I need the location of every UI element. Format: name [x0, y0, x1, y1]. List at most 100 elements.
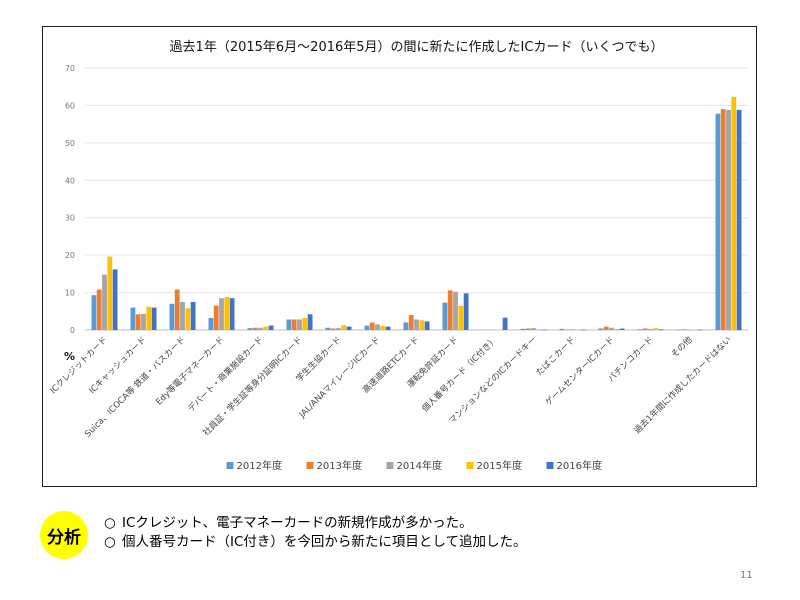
bar — [648, 328, 653, 330]
bar — [96, 289, 102, 330]
bar — [520, 328, 526, 330]
bar — [658, 329, 664, 330]
legend-label: 2014年度 — [397, 459, 442, 472]
x-tick-label: JAL/ANAマイレージICカード — [297, 335, 383, 421]
bar — [135, 314, 141, 330]
bar — [130, 307, 136, 330]
bar — [575, 329, 581, 331]
bar — [263, 326, 269, 330]
legend-label: 2015年度 — [477, 459, 522, 472]
chart-frame: 過去1年（2015年6月～2016年5月）の間に新たに作成したICカード（いくつ… — [42, 26, 757, 487]
bar — [687, 329, 692, 331]
bar — [91, 295, 97, 330]
bar — [336, 328, 341, 330]
y-tick-label: 10 — [65, 289, 75, 298]
bar — [637, 329, 643, 330]
bar — [346, 326, 352, 330]
bullet-circle-icon: ○ — [104, 534, 116, 550]
bar — [463, 293, 469, 330]
y-tick-label: 70 — [65, 64, 75, 73]
x-tick-label: マンションなどのICカードキー — [447, 335, 538, 426]
bar — [385, 326, 391, 330]
bar — [302, 318, 308, 330]
y-tick-label: 40 — [65, 176, 75, 185]
bar — [408, 315, 414, 330]
analysis-point-text: ICクレジット、電子マネーカードの新規作成が多かった。 — [122, 515, 473, 531]
legend-label: 2012年度 — [237, 459, 282, 472]
bar — [731, 96, 737, 330]
bar — [541, 329, 547, 331]
bar — [375, 324, 380, 330]
bar — [676, 329, 682, 331]
bar — [458, 306, 464, 330]
bar — [224, 297, 230, 330]
chart-title: 過去1年（2015年6月～2016年5月）の間に新たに作成したICカード（いくつ… — [170, 39, 664, 55]
analysis-point: ○ 個人番号カード（IC付き）を今回から新たに項目として追加した。 — [104, 533, 527, 552]
bar — [325, 327, 331, 330]
bar — [286, 319, 292, 330]
bar — [419, 320, 425, 330]
legend-swatch — [546, 462, 554, 469]
legend-label: 2013年度 — [317, 459, 362, 472]
bar — [307, 314, 313, 330]
bar — [112, 269, 118, 330]
bar — [570, 329, 575, 330]
bar — [291, 319, 297, 330]
y-tick-label: 60 — [65, 101, 75, 110]
bar — [297, 319, 302, 330]
bar — [268, 325, 274, 330]
x-tick-label: Edy等電子マネーカード — [154, 334, 227, 407]
analysis-point-text: 個人番号カード（IC付き）を今回から新たに項目として追加した。 — [122, 534, 527, 550]
bar — [424, 321, 430, 330]
legend-swatch — [386, 462, 394, 469]
bar — [697, 329, 703, 331]
bar — [642, 328, 648, 330]
bar — [369, 322, 375, 330]
bar — [614, 328, 620, 330]
x-tick-label: たばこカード — [534, 335, 577, 378]
bar — [598, 328, 604, 330]
bar — [364, 325, 370, 330]
bar — [559, 328, 565, 330]
bar — [726, 109, 731, 330]
bar — [107, 256, 113, 330]
bar — [330, 328, 336, 330]
bar — [603, 326, 609, 330]
legend-swatch — [306, 462, 314, 469]
bar — [715, 113, 721, 330]
bar — [213, 305, 219, 330]
bar — [169, 303, 175, 330]
bullet-circle-icon: ○ — [104, 515, 116, 531]
bar — [341, 325, 347, 330]
bar — [190, 301, 196, 330]
bar — [252, 327, 258, 330]
bar — [442, 302, 448, 330]
legend-label: 2016年度 — [557, 459, 602, 472]
bar — [219, 298, 224, 330]
bar — [736, 109, 742, 330]
bar — [174, 289, 180, 330]
bar — [681, 329, 687, 330]
y-tick-label: 0 — [70, 326, 75, 335]
bar — [453, 291, 458, 330]
y-tick-label: 50 — [65, 139, 75, 148]
x-tick-label: その他 — [669, 334, 695, 360]
bar — [536, 329, 542, 330]
page-number: 11 — [740, 570, 753, 581]
legend-swatch — [466, 462, 474, 469]
bar — [447, 290, 453, 330]
x-tick-label: 個人番号カード（IC付き） — [420, 334, 500, 414]
bar — [146, 306, 152, 330]
bar — [258, 327, 263, 330]
bar — [102, 274, 107, 330]
bar — [380, 325, 386, 330]
bar — [151, 307, 157, 330]
bar — [403, 322, 409, 330]
analysis-list: ○ ICクレジット、電子マネーカードの新規作成が多かった。 ○ 個人番号カード（IC… — [104, 514, 527, 552]
bar — [692, 329, 698, 331]
bar — [720, 109, 726, 331]
bar-chart: 過去1年（2015年6月～2016年5月）の間に新たに作成したICカード（いくつ… — [48, 39, 748, 472]
y-axis-label: % — [64, 350, 75, 363]
bar — [502, 317, 508, 330]
bar — [619, 328, 625, 330]
